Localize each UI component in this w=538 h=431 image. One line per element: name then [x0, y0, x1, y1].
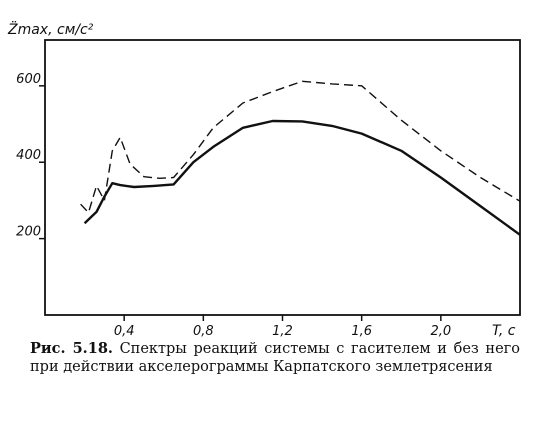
y-tick-label: 600 — [16, 72, 41, 87]
x-tick-label: 1,6 — [351, 324, 372, 339]
chart-labels: 0,4 0,8 1,2 1,6 2,0 200 400 600 Z̈max, см/с² T, с — [7, 21, 516, 339]
plot-frame — [44, 39, 521, 316]
figure-number: Рис. 5.18. — [30, 340, 113, 357]
x-tick-label: 0,8 — [193, 324, 214, 339]
y-tick-label: 200 — [16, 225, 41, 240]
x-tick-label: 0,4 — [114, 324, 135, 339]
chart: 0,4 0,8 1,2 1,6 2,0 200 400 600 Z̈max, см/с² T, с — [7, 21, 521, 339]
y-axis-title: Z̈max, см/с² — [7, 21, 94, 38]
chart-axes — [39, 39, 521, 321]
series-line-solid — [83, 119, 521, 236]
chart-series — [80, 80, 521, 236]
series-line-dashed — [80, 80, 521, 214]
x-tick-label: 1,2 — [272, 324, 293, 339]
caption-text: Спектры реакций системы с гасителем и бе… — [30, 341, 520, 375]
x-tick-label: 2,0 — [430, 324, 451, 339]
figure-caption: Рис. 5.18. Спектры реакций системы с гас… — [30, 340, 520, 376]
x-axis-title: T, с — [492, 323, 516, 339]
y-tick-label: 400 — [16, 148, 41, 163]
